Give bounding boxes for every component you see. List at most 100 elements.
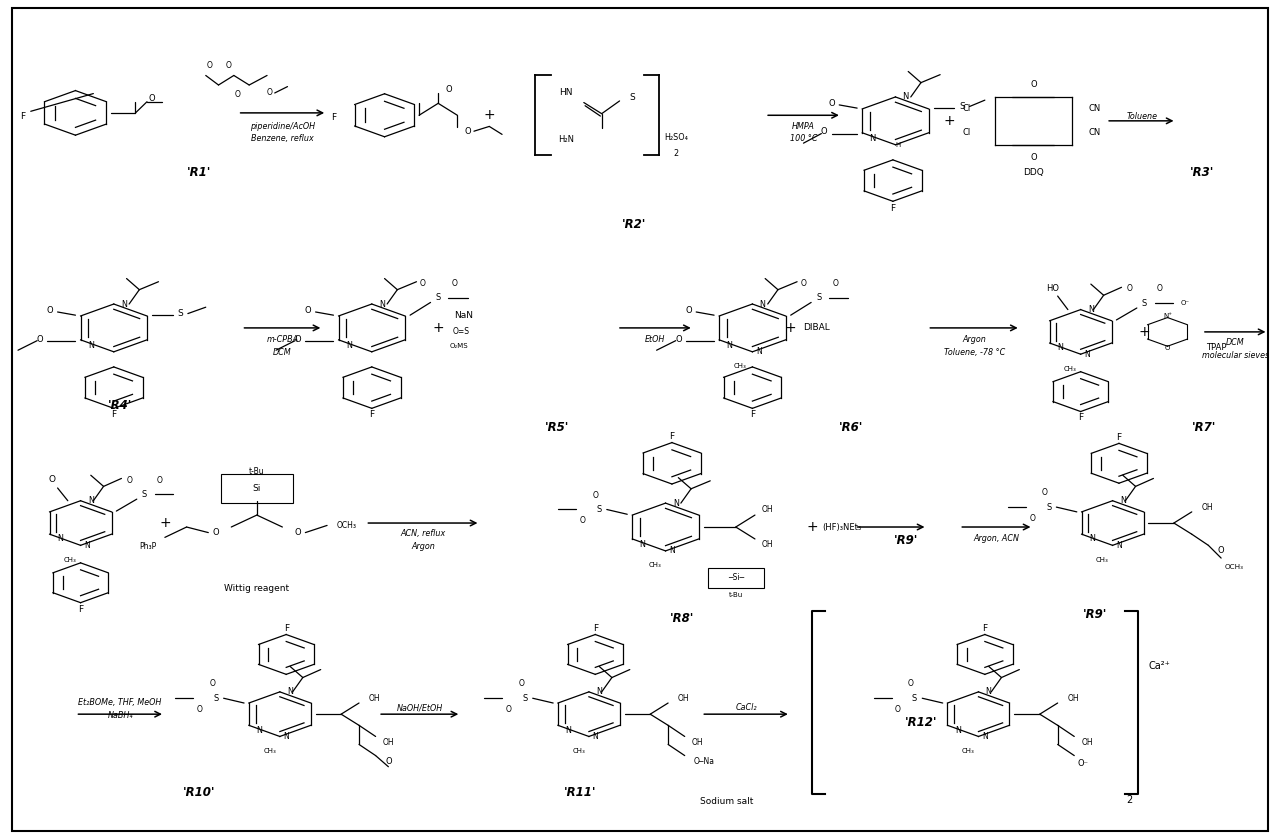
Text: 2: 2 [673,149,678,158]
Text: 'R2': 'R2' [621,218,646,231]
Text: Toluene, -78 °C: Toluene, -78 °C [945,348,1005,357]
Text: H: H [896,142,901,148]
Text: O: O [294,528,301,537]
Text: O: O [1165,345,1170,351]
Text: 'R10': 'R10' [183,785,215,799]
Text: F: F [1078,414,1083,422]
Text: O: O [225,61,232,70]
Text: O: O [1217,546,1225,555]
FancyBboxPatch shape [708,568,764,588]
Text: N: N [673,498,678,508]
Text: O: O [675,335,682,343]
Text: 'R9': 'R9' [1083,608,1107,621]
Text: 2: 2 [1126,795,1133,805]
Text: DDQ: DDQ [1023,168,1043,177]
Text: N: N [88,496,93,505]
Text: 'R1': 'R1' [187,166,211,179]
Text: O─Na: O─Na [694,758,714,767]
Text: ─Si─: ─Si─ [727,574,744,582]
Text: Argon: Argon [963,335,987,344]
Text: N: N [1089,534,1096,544]
Text: Si: Si [252,484,261,493]
Text: CH₃: CH₃ [1096,556,1108,563]
Text: S: S [178,309,183,318]
Text: CN: CN [1088,128,1101,138]
Text: OH: OH [762,540,773,549]
Text: molecular sieves: molecular sieves [1202,351,1268,360]
Text: N: N [982,732,988,741]
Text: OH: OH [677,694,689,703]
Text: N: N [955,726,961,735]
Text: O: O [148,94,155,103]
Text: Wittig reagent: Wittig reagent [224,584,289,593]
Text: Cl: Cl [963,104,972,113]
Text: F: F [78,605,83,613]
Text: +: + [159,516,170,530]
Text: N: N [1057,343,1064,352]
Text: OH: OH [369,694,380,703]
Text: S: S [1046,503,1051,512]
Text: DCM: DCM [273,348,292,357]
Text: O: O [593,491,598,500]
Text: (HF)₃NEt₃: (HF)₃NEt₃ [822,523,861,532]
Text: O: O [196,705,202,714]
Text: F: F [982,623,987,633]
Text: +: + [484,108,495,122]
Text: EtOH: EtOH [645,335,666,344]
Text: S: S [630,93,635,102]
Text: OH: OH [1082,737,1093,747]
Text: +: + [1139,325,1151,339]
Text: O: O [506,705,512,714]
Text: S: S [1142,299,1147,308]
Text: Toluene: Toluene [1126,112,1157,121]
Text: N: N [727,341,732,350]
Text: N: N [1088,305,1094,314]
Text: HN: HN [559,88,572,97]
Text: O: O [305,306,311,315]
Text: O₂MS: O₂MS [449,343,468,349]
Text: CH₃: CH₃ [1064,366,1076,372]
Text: O: O [580,516,585,525]
Text: F: F [20,112,26,122]
Text: O: O [36,335,44,343]
Text: N: N [256,726,262,735]
Text: 'R9': 'R9' [893,534,918,547]
Text: O: O [452,279,458,288]
Text: OH: OH [383,737,394,747]
Text: N: N [122,300,127,309]
Text: 'R3': 'R3' [1190,166,1215,179]
Text: O: O [1042,488,1048,498]
Text: OCH₃: OCH₃ [1225,564,1243,570]
Text: OCH₃: OCH₃ [337,521,356,530]
Text: HMPA: HMPA [792,122,815,131]
Text: CN: CN [1088,104,1101,113]
Text: S: S [142,490,147,499]
Text: N: N [283,732,289,741]
Text: N: N [1116,541,1121,550]
Text: TPAP: TPAP [1206,343,1226,352]
Text: O: O [294,335,301,343]
Text: m-CPBA: m-CPBA [266,335,298,344]
Text: N: N [346,341,352,350]
Text: OH: OH [691,737,703,747]
Text: N: N [640,540,645,549]
Text: O: O [685,306,692,315]
Text: H₂N: H₂N [558,135,573,143]
Text: N: N [756,347,762,357]
Text: Et₂BOMe, THF, MeOH: Et₂BOMe, THF, MeOH [78,698,161,707]
Text: O: O [895,705,901,714]
Text: +: + [806,520,818,534]
Text: O: O [49,475,56,484]
Text: 'R8': 'R8' [669,612,694,625]
Text: O: O [46,306,54,315]
Text: O: O [209,680,215,689]
Text: N: N [759,300,765,309]
Text: N: N [58,534,63,544]
Text: O: O [800,279,806,288]
Text: O: O [127,476,132,485]
Text: O: O [1029,513,1036,523]
Text: F: F [332,113,337,122]
Text: 'R7': 'R7' [1193,421,1217,434]
Text: 'R11': 'R11' [563,785,596,799]
Text: +: + [785,320,796,335]
